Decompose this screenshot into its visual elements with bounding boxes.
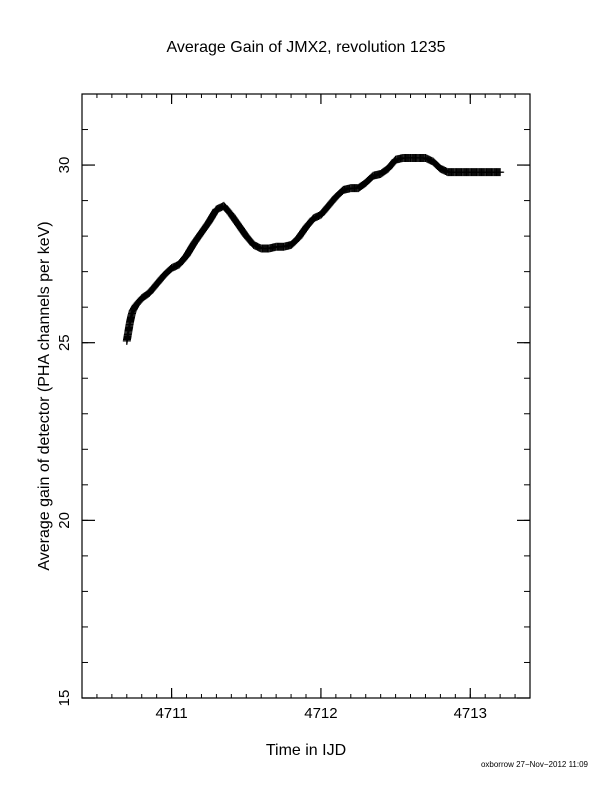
x-axis-label: Time in IJD: [266, 742, 346, 759]
data-point-trail: [288, 234, 302, 249]
data-point-trail: [228, 211, 243, 229]
data-point-trail: [161, 264, 175, 279]
tick-labels: 4711 4712 4713 15 20 25 30: [56, 157, 487, 722]
data-point-trail: [362, 172, 377, 186]
data-point-trail: [127, 308, 137, 319]
major-ticks: [82, 94, 530, 699]
plot-frame: [81, 93, 531, 699]
y-tick-label: 25: [56, 334, 73, 351]
data-point-trail: [325, 194, 340, 209]
data-point-trail: [225, 208, 235, 218]
y-axis-label: Average gain of detector (PHA channels p…: [36, 221, 53, 570]
data-point-trail: [135, 295, 145, 305]
data-point-trail: [355, 179, 369, 192]
data-point-trail: [317, 202, 332, 218]
y-tick-label: 15: [56, 690, 73, 707]
data-point: [496, 168, 505, 177]
data-point-trail: [153, 272, 168, 288]
data-point-trail: [377, 165, 392, 178]
data-point-trail: [243, 233, 257, 249]
data-point-trail: [332, 186, 347, 201]
data-point-trail: [235, 222, 250, 240]
data-point-trail: [138, 289, 153, 302]
data-point-trail: [384, 156, 399, 172]
footer-credit: oxborrow 27−Nov−2012 11:09: [481, 760, 589, 769]
data-point-trail: [302, 215, 317, 231]
x-tick-label: 4713: [454, 705, 487, 722]
data-point-trail: [183, 240, 198, 259]
data-markers: [122, 153, 505, 345]
y-tick-label: 20: [56, 512, 73, 529]
minor-ticks: [81, 93, 530, 699]
y-tick-label: 30: [56, 157, 73, 174]
x-tick-label: 4711: [155, 705, 187, 722]
data-point-trail: [205, 206, 220, 225]
data-point-trail: [198, 218, 213, 236]
data-point-trail: [146, 281, 160, 296]
data-point-trail: [220, 202, 232, 215]
data-point-trail: [295, 224, 310, 241]
chart-title: Average Gain of JMX2, revolution 1235: [167, 39, 446, 56]
data-point-trail: [429, 158, 444, 172]
data-point-trail: [132, 299, 142, 309]
data-point-trail: [175, 252, 190, 268]
data-point-trail: [190, 229, 205, 247]
x-tick-label: 4712: [304, 705, 337, 722]
